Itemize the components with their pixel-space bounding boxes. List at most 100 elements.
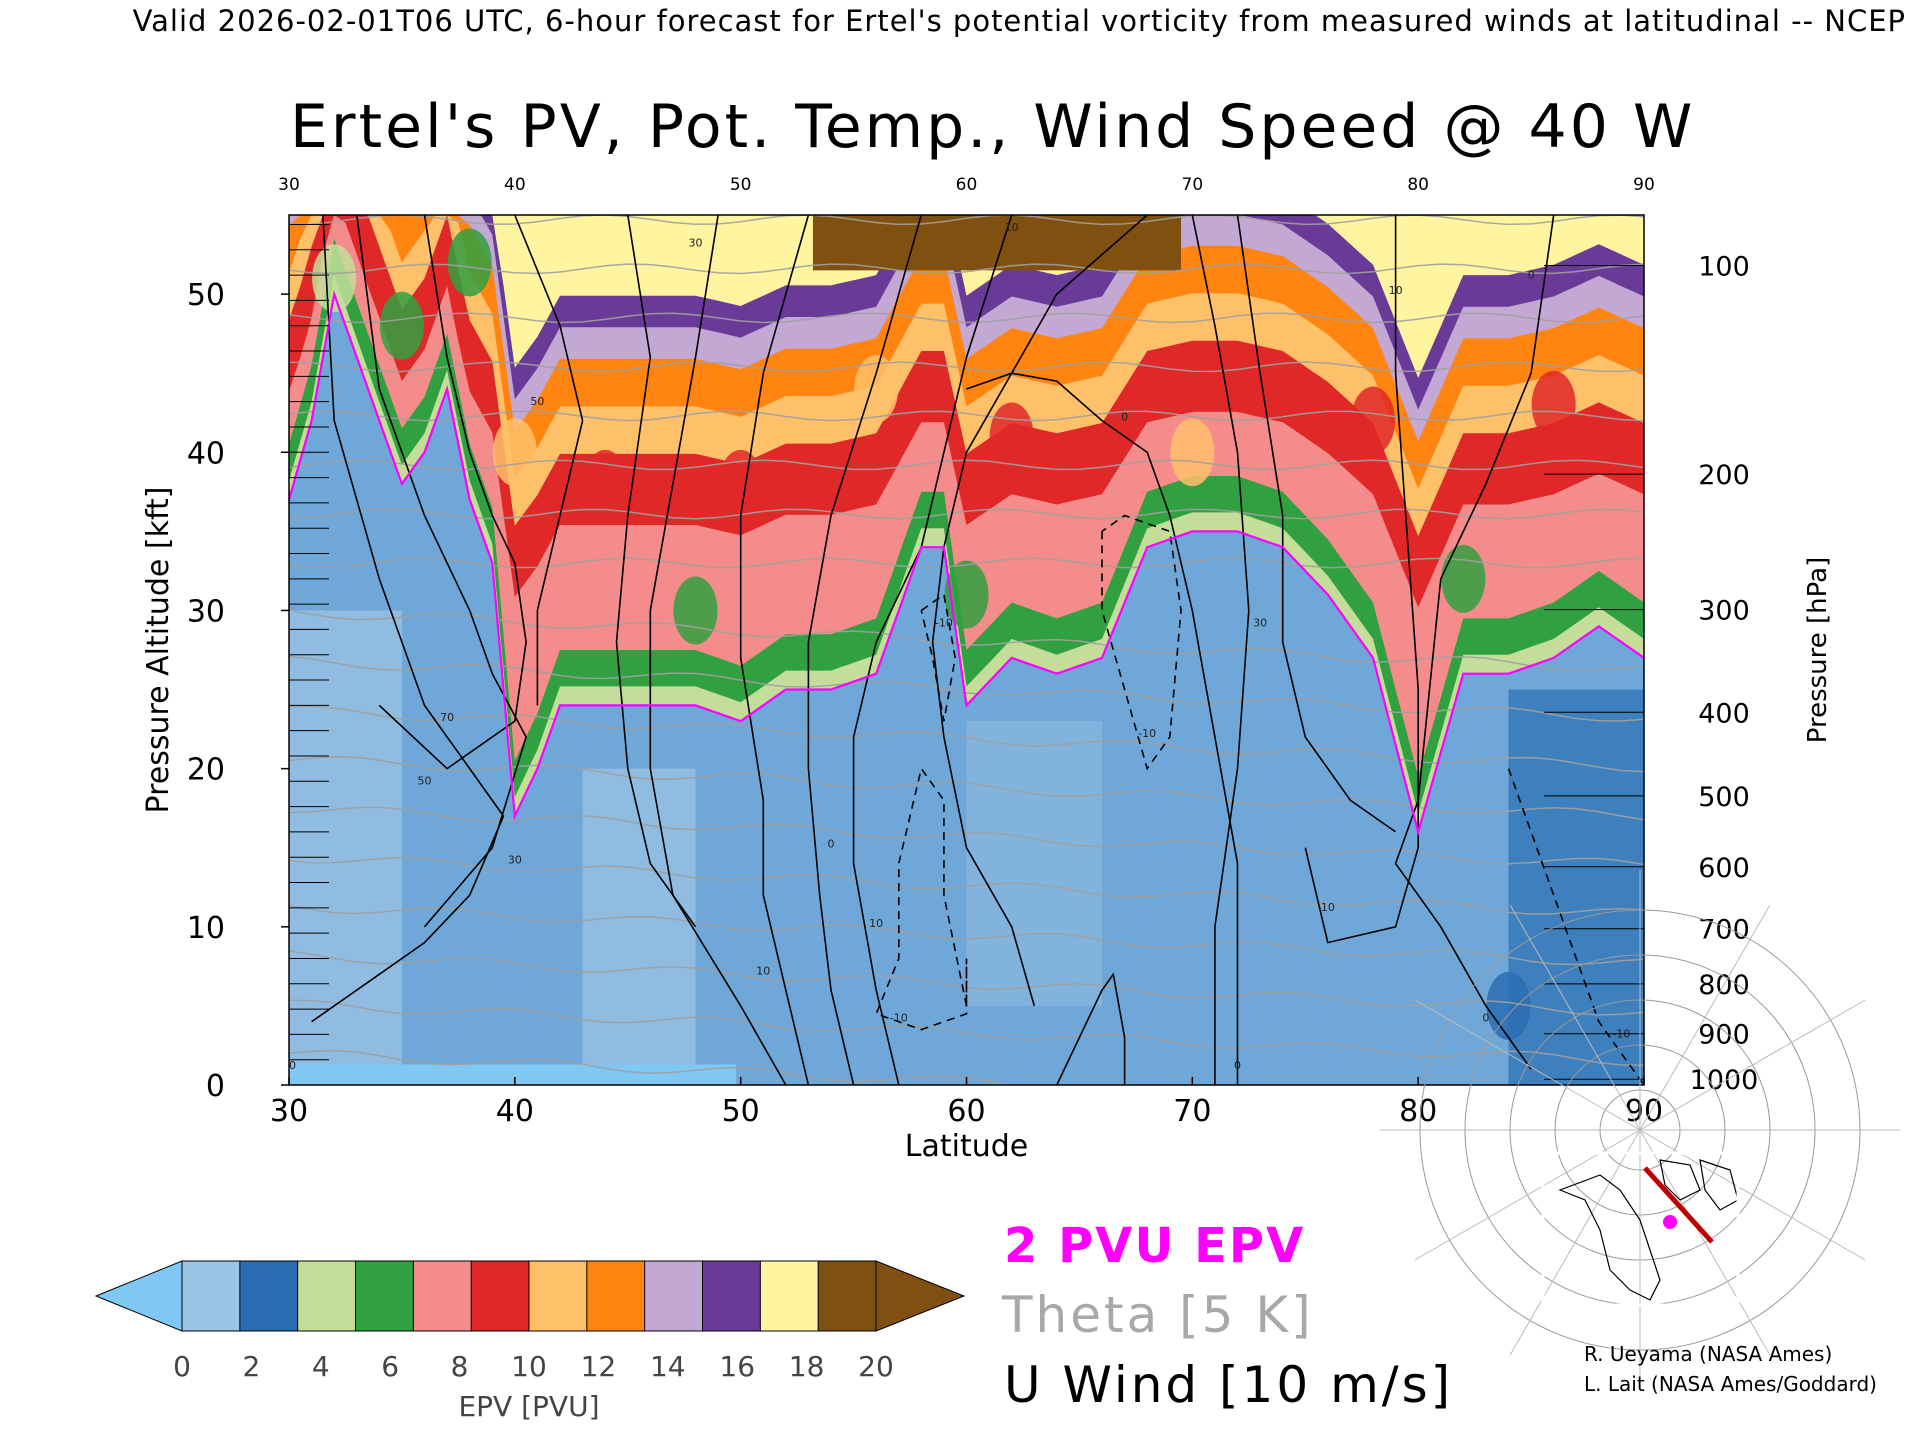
colorbar-segment — [413, 1261, 472, 1331]
contour-label: 50 — [530, 395, 544, 408]
pv-highlight — [312, 244, 357, 313]
pv-highlight — [1531, 370, 1576, 439]
pv-highlight — [989, 402, 1034, 471]
map-meridian — [1639, 999, 1866, 1131]
pv-patch — [289, 610, 402, 1085]
wind-contour — [378, 215, 527, 770]
colorbar-extend-high — [875, 1260, 966, 1332]
pv-highlight — [379, 291, 424, 360]
wind-contour — [931, 215, 1148, 1007]
wind-contour — [1304, 215, 1419, 944]
wind-contour — [966, 372, 1239, 1085]
pressure-tick-label: 700 — [1698, 915, 1750, 946]
colorbar-segment — [760, 1261, 819, 1331]
theta-line — [289, 609, 1644, 672]
wind-contour — [739, 215, 810, 1085]
x-tick-label: 40 — [496, 1094, 534, 1129]
pressure-tick-label: 900 — [1698, 1020, 1750, 1051]
theta-line — [289, 999, 1644, 1066]
colorbar-segment — [529, 1261, 588, 1331]
theta-line — [289, 856, 1644, 915]
theta-line — [289, 459, 1644, 471]
legend-wind: U Wind [10 m/s] — [1004, 1356, 1454, 1414]
y-tick-label: 20 — [187, 753, 225, 788]
x-tick-label: 70 — [1173, 1094, 1211, 1129]
x-top-tick-label: 40 — [504, 175, 526, 195]
credit-line: L. Lait (NASA Ames/Goddard) — [1584, 1372, 1877, 1396]
colorbar: 0 2 4 6 8 10 12 14 16 18 20 EPV [PVU] — [94, 1260, 966, 1423]
pv-highlight — [1486, 971, 1531, 1040]
map-meridian — [1509, 1129, 1641, 1356]
colorbar-segment — [297, 1261, 356, 1331]
wind-contour — [514, 215, 584, 706]
wind-contours — [311, 215, 1644, 1085]
chart-title: Ertel's PV, Pot. Temp., Wind Speed @ 40 … — [290, 92, 1696, 162]
colorbar-segment — [818, 1261, 877, 1331]
colorbar-tick-label: 0 — [173, 1350, 191, 1383]
pv-patch — [966, 721, 1102, 1006]
colorbar-tick-label: 14 — [650, 1350, 686, 1383]
tropopause-2pvu-line — [289, 289, 1644, 837]
contour-label: 0 — [1121, 411, 1128, 424]
credit-line: R. Ueyama (NASA Ames) — [1584, 1342, 1833, 1366]
theta-line — [289, 361, 1644, 373]
wind-contour — [649, 215, 787, 1085]
map-meridian — [1414, 999, 1641, 1131]
map-coastline — [1699, 1159, 1739, 1211]
wind-contour — [1191, 215, 1250, 1085]
pressure-tick-label: 400 — [1698, 698, 1750, 729]
map-meridian — [1509, 904, 1641, 1131]
x-tick-label: 80 — [1399, 1094, 1437, 1129]
colorbar-segment — [182, 1261, 241, 1331]
colorbar-tick-label: 6 — [381, 1350, 399, 1383]
x-tick-label: 50 — [722, 1094, 760, 1129]
colorbar-tick-label: 2 — [242, 1350, 260, 1383]
pv-highlight — [718, 449, 763, 518]
pv-highlight — [447, 228, 492, 297]
contour-label: 10 — [869, 917, 883, 930]
wind-contour — [311, 215, 505, 1023]
y-axis-label-right: Pressure [hPa] — [1803, 557, 1833, 744]
cross-section-track — [1643, 1166, 1714, 1244]
pv-highlight — [673, 576, 718, 645]
x-top-tick-label: 50 — [730, 175, 752, 195]
map-coastline — [1659, 1159, 1701, 1201]
header-text: Valid 2026-02-01T06 UTC, 6-hour forecast… — [132, 4, 1906, 38]
pressure-tick-label: 300 — [1698, 596, 1750, 627]
wind-contour — [356, 215, 527, 928]
wind-contour-negative — [1507, 768, 1644, 1085]
pv-band — [289, 215, 1644, 378]
wind-contour — [1236, 215, 1397, 833]
wind-contour — [1394, 215, 1555, 1070]
x-axis-label: Latitude — [905, 1129, 1028, 1164]
wind-contour — [615, 215, 697, 928]
colorbar-segment — [471, 1261, 530, 1331]
colorbar-tick-label: 12 — [581, 1350, 617, 1383]
pressure-tick-label: 600 — [1698, 853, 1750, 884]
colorbar-segment — [586, 1261, 646, 1331]
map-meridian — [1639, 904, 1771, 1131]
x-top-tick-label: 90 — [1633, 175, 1655, 195]
colorbar-segment — [355, 1261, 414, 1331]
theta-line — [289, 904, 1644, 966]
y-tick-label: 40 — [187, 436, 225, 471]
contour-label: 0 — [1234, 1059, 1241, 1072]
pressure-tick-label: 500 — [1698, 782, 1750, 813]
pv-highlight — [1441, 544, 1486, 613]
contour-label: 30 — [1253, 616, 1267, 629]
x-tick-label: 30 — [270, 1094, 308, 1129]
colorbar-tick-label: 8 — [451, 1350, 469, 1383]
x-top-tick-label: 60 — [956, 175, 978, 195]
pv-highlight — [583, 449, 628, 518]
pv-patch — [1508, 689, 1644, 1085]
colorbar-segment — [702, 1261, 761, 1331]
pv-highlight — [944, 560, 989, 629]
colorbar-segment — [239, 1261, 299, 1331]
contour-label: 10 — [756, 964, 770, 977]
contour-label: -10 — [890, 1012, 908, 1025]
wind-contour — [1056, 972, 1126, 1085]
y-tick-label: 10 — [187, 911, 225, 946]
theta-line — [289, 508, 1644, 520]
y-axis-label-left: Pressure Altitude [kft] — [141, 487, 176, 814]
